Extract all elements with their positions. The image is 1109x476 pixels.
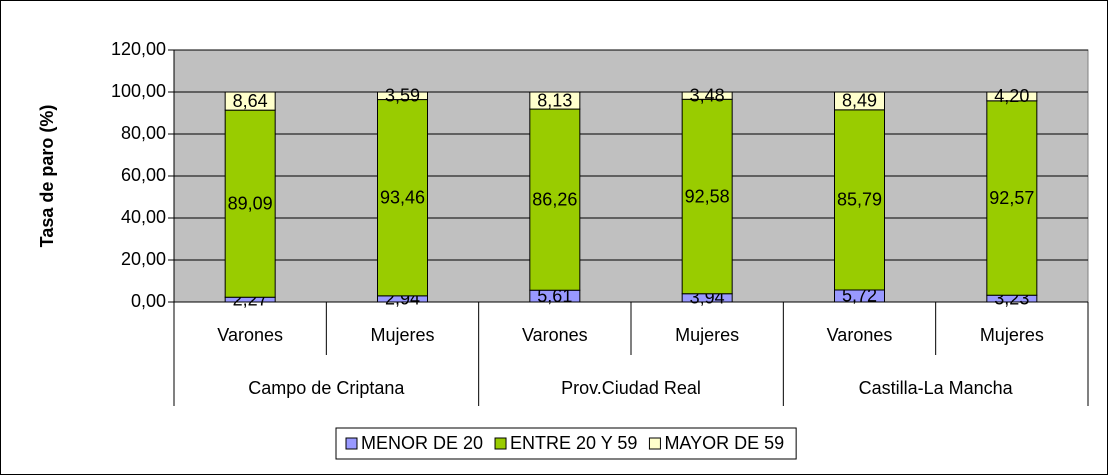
- data-label: 8,64: [233, 91, 268, 111]
- legend-marker: [494, 437, 507, 450]
- y-tick-label: 20,00: [121, 249, 166, 269]
- y-tick-label: 40,00: [121, 207, 166, 227]
- y-tick-label: 0,00: [131, 291, 166, 311]
- bar-segment: [681, 91, 733, 100]
- x-tick-label: Varones: [522, 325, 588, 345]
- bar-segment: [834, 91, 885, 111]
- x-tick-label: Mujeres: [370, 325, 434, 345]
- data-label: 86,26: [532, 189, 577, 209]
- bar-segment: [224, 91, 276, 111]
- data-label: 8,13: [537, 90, 572, 110]
- x-tick-label: Mujeres: [675, 325, 739, 345]
- bar-segment: [986, 91, 1038, 102]
- data-label: 93,46: [380, 187, 425, 207]
- group-label: Prov.Ciudad Real: [561, 378, 701, 398]
- y-tick-label: 60,00: [121, 165, 166, 185]
- data-label: 85,79: [837, 190, 882, 210]
- bar-segment: [834, 109, 885, 291]
- data-label: 3,48: [690, 85, 725, 105]
- y-tick-label: 80,00: [121, 123, 166, 143]
- bar-segment: [529, 108, 581, 291]
- group-label: Campo de Criptana: [248, 378, 405, 398]
- y-tick-label: 100,00: [111, 81, 166, 101]
- bar-segment: [377, 99, 428, 297]
- data-label: 5,72: [842, 286, 877, 306]
- legend-label: MENOR DE 20: [361, 433, 483, 453]
- legend-marker: [345, 437, 358, 450]
- bar-segment: [377, 91, 428, 101]
- legend-box: [335, 427, 797, 460]
- x-tick-label: Varones: [217, 325, 283, 345]
- data-label: 5,61: [537, 286, 572, 306]
- x-tick-label: Mujeres: [980, 325, 1044, 345]
- legend-marker: [648, 437, 661, 450]
- y-tick-label: 120,00: [111, 39, 166, 59]
- bar-segment: [681, 98, 733, 295]
- data-label: 3,59: [385, 86, 420, 106]
- data-label: 8,49: [842, 91, 877, 111]
- data-label: 92,57: [989, 188, 1034, 208]
- x-tick-label: Varones: [827, 325, 893, 345]
- data-label: 4,20: [994, 86, 1029, 106]
- bar-segment: [986, 100, 1038, 296]
- data-label: 89,09: [228, 193, 273, 213]
- data-label: 92,58: [685, 186, 730, 206]
- group-label: Castilla-La Mancha: [859, 378, 1014, 398]
- legend-label: ENTRE 20 Y 59: [510, 433, 637, 453]
- legend-label: MAYOR DE 59: [664, 433, 784, 453]
- bar-segment: [529, 91, 581, 110]
- y-axis-label: Tasa de paro (%): [37, 105, 57, 248]
